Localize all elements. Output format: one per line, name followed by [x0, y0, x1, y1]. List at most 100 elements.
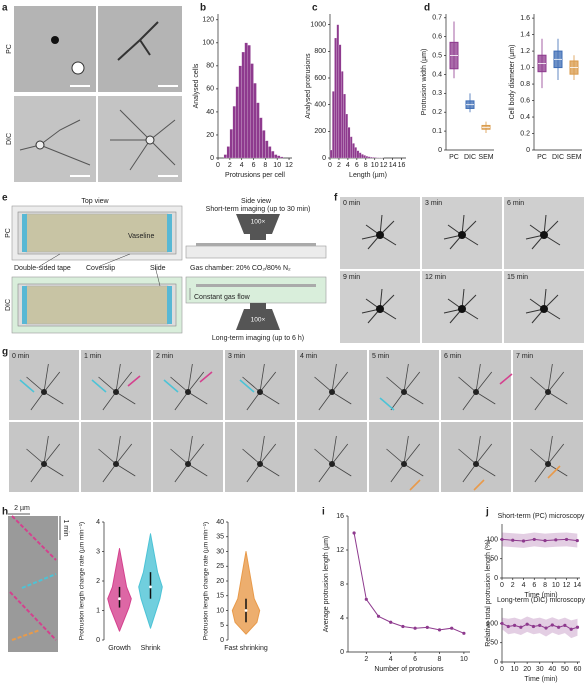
x-tick-label: 12: [380, 162, 388, 169]
bar: [271, 150, 275, 159]
x-tick-label: 12: [563, 582, 571, 589]
x-tick-label: 8: [364, 162, 368, 169]
arrow: [499, 373, 513, 385]
y-tick-label: 0: [526, 147, 530, 154]
micrograph: [81, 350, 151, 420]
cell-protrusion: [318, 391, 333, 411]
cell-protrusion: [314, 448, 333, 465]
panel-label: i: [322, 507, 325, 518]
y-tick-label: 0.5: [432, 52, 442, 59]
cell-body: [113, 389, 119, 395]
y-tick-label: 60: [206, 86, 214, 93]
cell-protrusion: [475, 371, 493, 393]
bar: [374, 157, 378, 159]
bar: [358, 152, 362, 159]
bar: [244, 42, 248, 159]
cell-protrusion: [331, 443, 349, 465]
bar: [363, 155, 366, 159]
row-label: PC: [6, 44, 13, 54]
cell-body: [473, 461, 479, 467]
cell-body: [257, 461, 263, 467]
y-tick-label: 120: [202, 17, 214, 24]
point: [575, 538, 579, 543]
x-tick-label: 0: [216, 162, 220, 169]
y-tick-label: 2: [96, 578, 100, 585]
x-tick-label: 10: [552, 582, 560, 589]
cell-protrusion: [462, 463, 477, 483]
x-tick-label: 10: [460, 656, 468, 663]
cell-protrusion: [530, 376, 549, 393]
x-tick-label: 4: [240, 162, 244, 169]
y-tick-label: 40: [206, 109, 214, 116]
micrograph: [513, 350, 583, 420]
bar: [241, 51, 245, 159]
x-tick-label: 4: [346, 162, 350, 169]
bar: [350, 136, 353, 159]
time-label: 5 min: [372, 353, 389, 360]
x-tick-label: 16: [398, 162, 406, 169]
cell-protrusion: [259, 363, 265, 393]
arrow: [239, 379, 255, 393]
micrograph: [369, 422, 439, 492]
x-tick-label: 0: [500, 582, 504, 589]
x-tick-label: 8: [263, 162, 267, 169]
panel-label: a: [2, 3, 8, 14]
cell-protrusion: [187, 443, 205, 465]
arrow: [379, 397, 395, 411]
bar: [356, 150, 360, 159]
cell-body: [376, 305, 384, 313]
cell-body: [401, 461, 407, 467]
y-tick-label: 40: [216, 519, 224, 526]
diagram-label: Vaseline: [128, 233, 154, 240]
bar: [229, 129, 233, 159]
row-label: DIC: [6, 133, 13, 145]
diagram-label: Top view: [81, 198, 109, 205]
diagram-label: Short-term imaging (up to 30 min): [206, 206, 311, 213]
cell-protrusion: [475, 463, 496, 477]
bar: [223, 154, 227, 159]
cell-body: [540, 231, 548, 239]
cell-protrusion: [331, 363, 337, 393]
diagram-label: Long-term imaging (up to 6 h): [212, 335, 304, 342]
micrograph: [225, 350, 295, 420]
x-tick-label: 2: [364, 656, 368, 663]
cell-protrusion: [259, 391, 280, 405]
cell-protrusion: [187, 391, 208, 405]
x-tick-label: 14: [389, 162, 397, 169]
point: [425, 625, 429, 629]
diagram-label: Side view: [241, 198, 272, 205]
micrograph: [225, 422, 295, 492]
bar: [343, 93, 346, 159]
cell-protrusion: [98, 376, 117, 393]
cell-protrusion: [98, 448, 117, 465]
y-tick-label: 1.2: [520, 48, 530, 55]
x-tick-label: 4: [389, 656, 393, 663]
cell-protrusion: [30, 463, 45, 483]
cell-protrusion: [174, 463, 189, 483]
y-tick-label: 5: [220, 622, 224, 629]
bar: [354, 147, 357, 159]
bar: [372, 157, 375, 159]
time-label: 3 min: [228, 353, 245, 360]
cell-protrusion: [246, 463, 261, 483]
cell-protrusion: [547, 435, 553, 465]
cell-protrusion: [403, 435, 409, 465]
arrow: [127, 375, 141, 387]
cell-protrusion: [102, 463, 117, 483]
point: [450, 626, 454, 630]
cell-protrusion: [403, 443, 421, 465]
y-tick-label: 0.3: [432, 90, 442, 97]
median: [149, 585, 152, 589]
cell-protrusion: [43, 391, 64, 405]
cell-protrusion: [43, 371, 61, 393]
y-tick-label: 8: [340, 581, 344, 588]
cell-protrusion: [475, 435, 481, 465]
bar: [334, 37, 337, 159]
y-tick-label: 30: [216, 548, 224, 555]
y-tick-label: 0: [210, 155, 214, 162]
point: [506, 624, 510, 629]
y-tick-label: 0.7: [432, 15, 442, 22]
bar: [274, 154, 278, 159]
arrow: [199, 371, 213, 383]
cell-protrusion: [403, 391, 424, 405]
